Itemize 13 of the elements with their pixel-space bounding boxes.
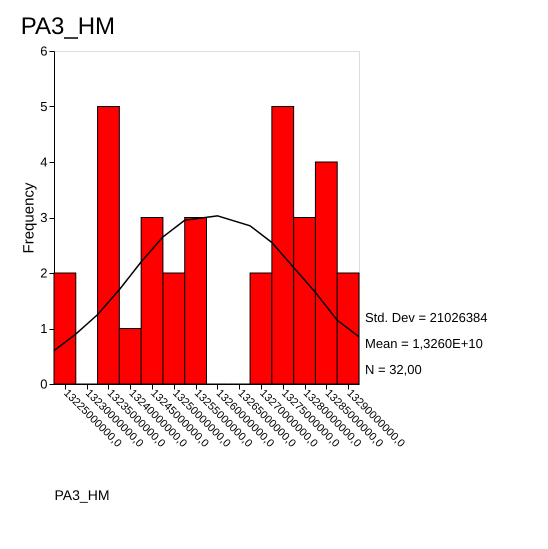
text: Std. Dev = 21026384 (365, 310, 488, 325)
y-axis-title: Frequency (20, 182, 38, 254)
text: N = 32,00 (365, 362, 422, 377)
y-tick-label: 2 (40, 266, 48, 280)
chart-title: PA3_HM (20, 13, 116, 40)
y-tick-label: 0 (40, 376, 48, 392)
y-tick-label: 3 (40, 210, 48, 225)
y-tick-label: 4 (40, 154, 48, 170)
y-tick-label: 5 (40, 99, 48, 114)
y-tick-label: 6 (40, 44, 48, 58)
text: Mean = 1,3260E+10 (365, 336, 483, 351)
x-axis-title: PA3_HM (54, 487, 110, 504)
y-tick-label: 1 (40, 321, 48, 336)
